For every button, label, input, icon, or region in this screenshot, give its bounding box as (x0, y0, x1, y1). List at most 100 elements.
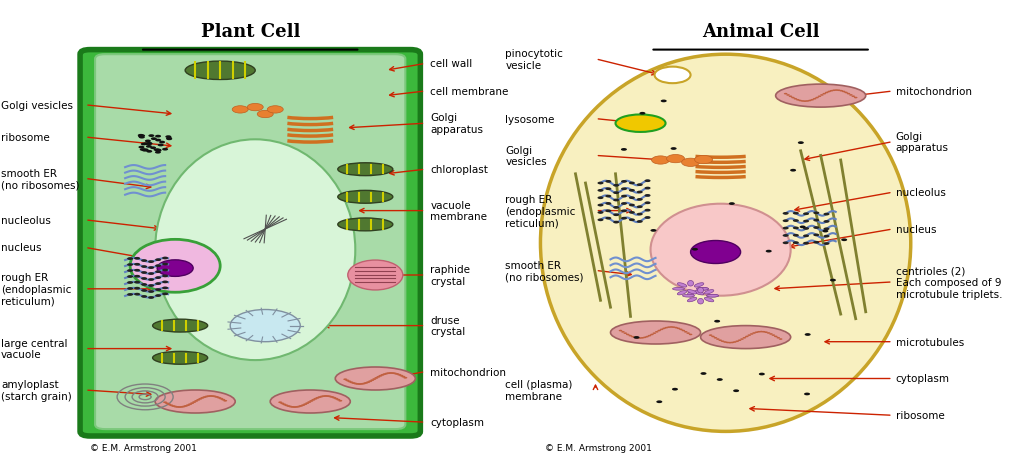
Circle shape (211, 395, 215, 397)
Circle shape (613, 214, 620, 217)
Ellipse shape (185, 62, 255, 80)
Circle shape (726, 342, 729, 343)
Circle shape (141, 284, 147, 286)
Circle shape (169, 404, 173, 406)
Text: raphide
crystal: raphide crystal (430, 265, 470, 286)
Circle shape (167, 403, 171, 405)
Circle shape (317, 396, 322, 398)
Circle shape (151, 138, 157, 141)
Circle shape (631, 336, 635, 338)
Circle shape (842, 91, 846, 93)
Circle shape (597, 182, 603, 185)
Circle shape (629, 204, 635, 207)
Circle shape (155, 151, 161, 154)
Ellipse shape (270, 390, 350, 413)
Circle shape (644, 217, 650, 219)
Circle shape (613, 221, 620, 224)
Ellipse shape (610, 321, 700, 344)
Circle shape (643, 337, 646, 338)
Circle shape (644, 209, 650, 212)
Circle shape (156, 149, 162, 152)
Circle shape (818, 96, 821, 98)
Circle shape (793, 227, 799, 230)
Text: ribosome: ribosome (896, 410, 944, 420)
Circle shape (291, 406, 295, 408)
Circle shape (332, 397, 336, 399)
Circle shape (597, 190, 603, 192)
Circle shape (659, 329, 664, 330)
Circle shape (737, 340, 741, 341)
Circle shape (389, 372, 393, 374)
Circle shape (656, 401, 663, 403)
Circle shape (148, 297, 155, 299)
Circle shape (837, 90, 841, 92)
Circle shape (297, 406, 301, 408)
Circle shape (364, 382, 368, 384)
Text: nucleolus: nucleolus (1, 215, 51, 225)
Circle shape (813, 99, 816, 101)
Circle shape (644, 187, 650, 190)
Circle shape (613, 199, 620, 202)
Circle shape (155, 135, 161, 138)
Circle shape (813, 212, 819, 215)
Circle shape (203, 396, 207, 398)
Ellipse shape (687, 292, 693, 297)
Circle shape (165, 403, 169, 404)
Circle shape (660, 101, 667, 103)
Circle shape (134, 293, 140, 296)
Circle shape (393, 373, 397, 375)
Circle shape (815, 97, 819, 99)
Circle shape (804, 393, 810, 396)
Circle shape (267, 106, 284, 114)
Circle shape (640, 337, 644, 339)
Text: ribosome: ribosome (1, 133, 50, 143)
Circle shape (755, 332, 759, 333)
Circle shape (171, 405, 175, 407)
Circle shape (357, 383, 361, 385)
Circle shape (127, 293, 133, 296)
Text: Golgi vesicles: Golgi vesicles (1, 101, 73, 111)
Circle shape (305, 403, 309, 404)
Circle shape (209, 395, 213, 397)
Circle shape (793, 220, 799, 223)
Circle shape (671, 148, 677, 151)
Circle shape (127, 281, 133, 284)
Circle shape (148, 135, 155, 138)
Circle shape (369, 381, 372, 382)
Circle shape (629, 212, 635, 214)
Circle shape (621, 203, 627, 206)
Circle shape (127, 275, 133, 278)
Circle shape (201, 397, 205, 399)
Circle shape (155, 259, 161, 262)
Circle shape (319, 396, 324, 397)
Circle shape (179, 406, 183, 408)
Circle shape (626, 334, 630, 336)
Text: nucleus: nucleus (896, 224, 936, 235)
Circle shape (803, 220, 809, 223)
Circle shape (764, 332, 768, 333)
Circle shape (177, 406, 181, 408)
Text: Golgi
vesicles: Golgi vesicles (506, 146, 547, 167)
FancyBboxPatch shape (80, 50, 420, 436)
Circle shape (138, 134, 143, 137)
Circle shape (143, 143, 150, 146)
Ellipse shape (697, 288, 703, 293)
Circle shape (127, 287, 133, 290)
Circle shape (213, 396, 217, 397)
Circle shape (667, 327, 671, 328)
Circle shape (186, 404, 189, 406)
Circle shape (334, 398, 338, 400)
Circle shape (134, 257, 140, 260)
Text: cell wall: cell wall (430, 59, 473, 69)
Circle shape (155, 283, 161, 285)
Circle shape (279, 402, 283, 403)
Circle shape (644, 202, 650, 205)
Circle shape (852, 96, 855, 98)
Circle shape (805, 333, 811, 336)
Circle shape (806, 101, 809, 102)
Ellipse shape (677, 291, 687, 295)
Circle shape (827, 91, 830, 93)
Circle shape (645, 336, 649, 338)
Circle shape (247, 104, 263, 112)
Circle shape (134, 263, 140, 266)
